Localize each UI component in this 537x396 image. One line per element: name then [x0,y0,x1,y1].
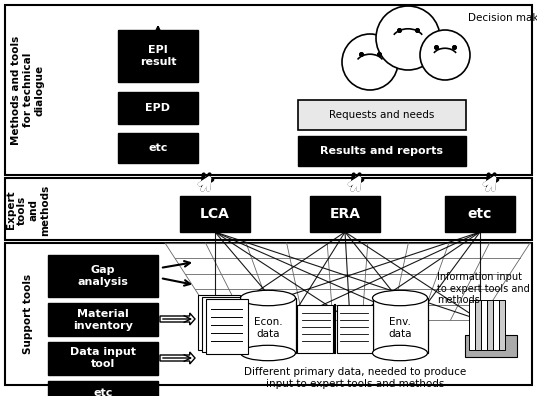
Text: etc: etc [93,388,113,396]
Text: Material
inventory: Material inventory [73,309,133,331]
Text: Different primary data, needed to produce
input to expert tools and methods: Different primary data, needed to produc… [244,367,466,389]
Circle shape [376,6,440,70]
Polygon shape [499,300,505,350]
Bar [48,303,158,336]
Bar [118,133,198,163]
Text: Support tools: Support tools [23,274,33,354]
FancyArrow shape [160,313,195,325]
Bar [48,255,158,297]
Polygon shape [469,300,475,350]
Text: Results and reports: Results and reports [321,146,444,156]
Text: Econ.
data: Econ. data [253,318,282,339]
Text: Gap
analysis: Gap analysis [77,265,128,287]
Text: Data input
tool: Data input tool [70,347,136,369]
Bar [298,136,466,166]
Bar [5,243,532,385]
Text: EPD: EPD [146,103,171,113]
Text: Expert
tools
and
methods: Expert tools and methods [5,185,50,236]
Text: LCA: LCA [200,207,230,221]
Bar [206,299,248,354]
Polygon shape [493,300,499,350]
Text: Methods and tools
for technical
dialogue: Methods and tools for technical dialogue [11,35,45,145]
Text: Decision makers: Decision makers [468,13,537,23]
Ellipse shape [241,345,295,361]
Text: Requests and needs: Requests and needs [329,110,434,120]
Bar [5,178,532,240]
Bar [445,196,515,232]
Bar [180,196,250,232]
Ellipse shape [241,290,295,306]
Bar [48,342,158,375]
Circle shape [342,34,398,90]
Bar [118,30,198,82]
Bar [48,381,158,396]
Text: etc: etc [468,207,492,221]
Ellipse shape [373,345,427,361]
Circle shape [420,30,470,80]
Text: Information input
to expert tools and
methods: Information input to expert tools and me… [437,272,530,305]
Bar [202,297,244,352]
FancyBboxPatch shape [297,305,333,353]
Bar [241,298,296,353]
Bar [310,196,380,232]
Text: ERA: ERA [330,207,360,221]
FancyBboxPatch shape [337,305,373,353]
Text: etc: etc [148,143,168,153]
Bar [198,295,240,350]
Text: EPI
result: EPI result [140,45,176,67]
Bar [373,298,428,353]
Bar [118,92,198,124]
FancyArrow shape [160,352,195,364]
Polygon shape [487,300,493,350]
Polygon shape [481,300,487,350]
Ellipse shape [373,290,427,306]
Text: Env.
data: Env. data [388,318,412,339]
Bar [465,335,517,357]
Bar [5,5,532,175]
Polygon shape [475,300,481,350]
Bar [298,100,466,130]
